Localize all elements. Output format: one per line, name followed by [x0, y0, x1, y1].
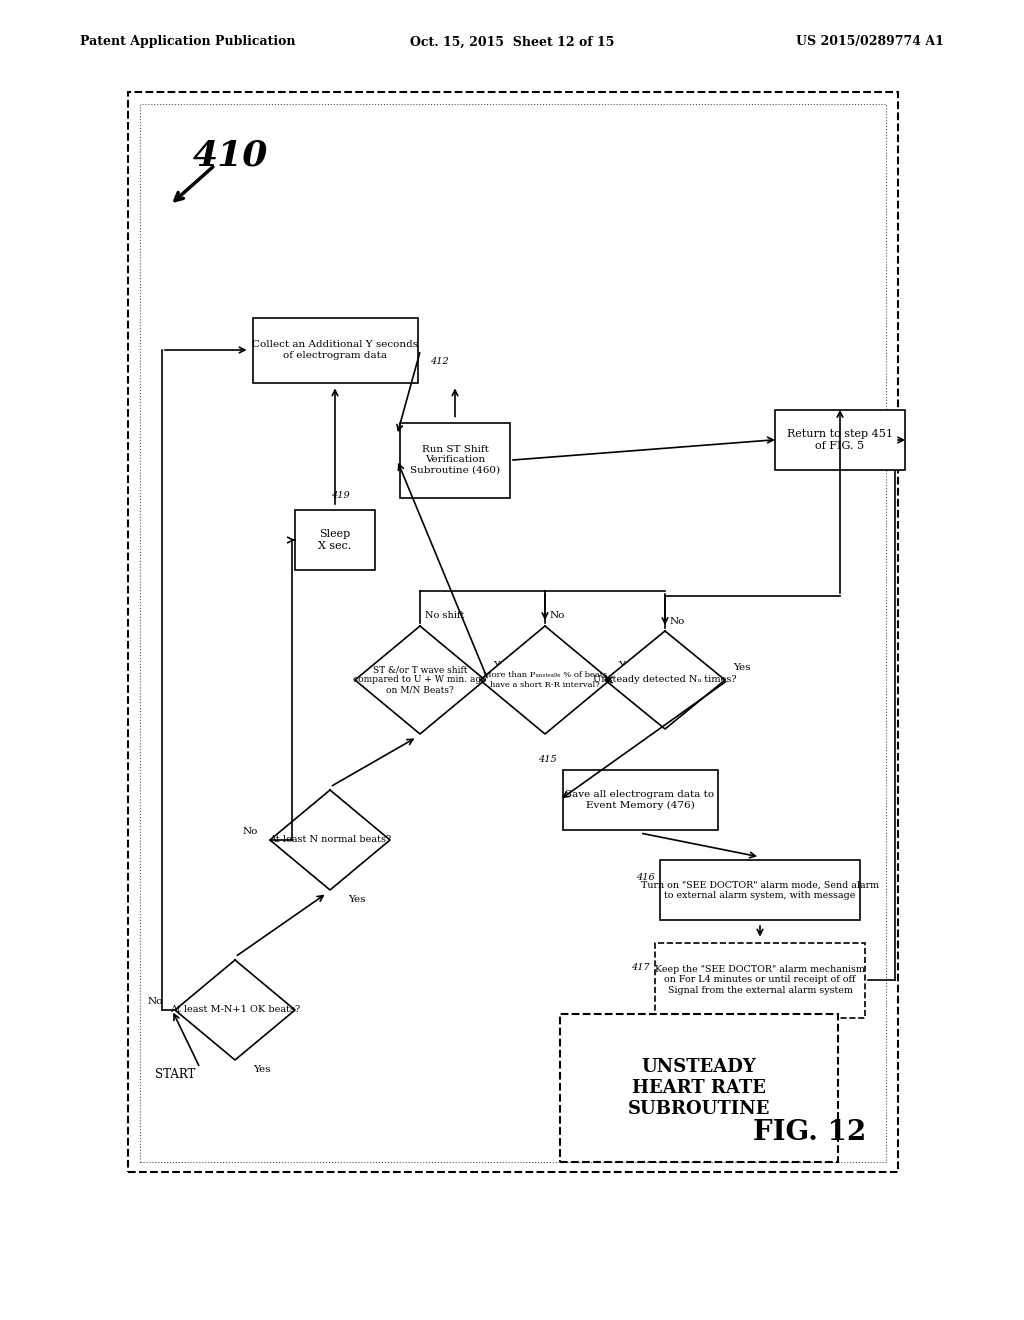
- Polygon shape: [480, 626, 610, 734]
- FancyBboxPatch shape: [253, 318, 418, 383]
- Text: No shift: No shift: [425, 611, 464, 620]
- Text: 414A: 414A: [531, 696, 555, 705]
- Text: 417: 417: [631, 964, 649, 973]
- FancyBboxPatch shape: [775, 411, 905, 470]
- Text: Collect an Additional Y seconds
of electrogram data: Collect an Additional Y seconds of elect…: [252, 341, 418, 360]
- Text: Run ST Shift
Verification
Subroutine (460): Run ST Shift Verification Subroutine (46…: [410, 445, 500, 475]
- Text: 416: 416: [636, 874, 654, 883]
- Text: 411: 411: [319, 854, 337, 862]
- Text: Keep the "SEE DOCTOR" alarm mechanism
on For L4 minutes or until receipt of off
: Keep the "SEE DOCTOR" alarm mechanism on…: [655, 965, 865, 995]
- Text: No: No: [147, 998, 163, 1006]
- Text: US 2015/0289774 A1: US 2015/0289774 A1: [796, 36, 944, 49]
- Text: Unsteady detected Nᵤ times?: Unsteady detected Nᵤ times?: [593, 676, 737, 685]
- Text: More than Pᵤₙₛₜₑₐ₉ₑ % of beats
have a short R-R interval?: More than Pᵤₙₛₜₑₐ₉ₑ % of beats have a sh…: [482, 672, 607, 689]
- Text: Sleep
X sec.: Sleep X sec.: [318, 529, 351, 550]
- Text: Turn on "SEE DOCTOR" alarm mode, Send alarm
to external alarm system, with messa: Turn on "SEE DOCTOR" alarm mode, Send al…: [641, 880, 879, 900]
- Text: ST &/or T wave shift
compared to U + W min. ago
on M/N Beats?: ST &/or T wave shift compared to U + W m…: [353, 665, 486, 694]
- Text: Yes: Yes: [618, 660, 636, 669]
- Text: UNSTEADY
HEART RATE
SUBROUTINE: UNSTEADY HEART RATE SUBROUTINE: [628, 1059, 770, 1118]
- Text: Patent Application Publication: Patent Application Publication: [80, 36, 296, 49]
- Text: FIG. 12: FIG. 12: [754, 1118, 866, 1146]
- Bar: [140, 104, 886, 1162]
- Polygon shape: [175, 960, 295, 1060]
- Text: 415: 415: [539, 755, 557, 764]
- FancyBboxPatch shape: [655, 942, 865, 1018]
- FancyBboxPatch shape: [295, 510, 375, 570]
- Text: 410: 410: [193, 139, 268, 172]
- Bar: [560, 1014, 838, 1162]
- Text: 419: 419: [331, 491, 349, 500]
- Text: Save all electrogram data to
Event Memory (476): Save all electrogram data to Event Memor…: [565, 791, 715, 809]
- Text: Return to step 451
of FIG. 5: Return to step 451 of FIG. 5: [787, 429, 893, 451]
- Text: Yes: Yes: [348, 895, 366, 904]
- FancyBboxPatch shape: [562, 770, 718, 830]
- Text: Yes: Yes: [733, 664, 751, 672]
- Text: No: No: [243, 828, 258, 837]
- Text: 418: 418: [224, 1023, 242, 1032]
- Text: At least M-N+1 OK beats?: At least M-N+1 OK beats?: [170, 1006, 300, 1015]
- Polygon shape: [605, 631, 725, 729]
- Text: 412: 412: [430, 358, 449, 367]
- FancyBboxPatch shape: [660, 861, 860, 920]
- Text: No: No: [670, 616, 685, 626]
- Text: At least N normal beats?: At least N normal beats?: [269, 836, 391, 845]
- Bar: [128, 92, 898, 1172]
- FancyBboxPatch shape: [400, 422, 510, 498]
- Text: 413: 413: [410, 696, 427, 705]
- Text: Yes shift: Yes shift: [493, 660, 535, 669]
- Polygon shape: [355, 626, 485, 734]
- Text: START: START: [155, 1068, 196, 1081]
- Text: No: No: [550, 611, 565, 620]
- Text: Oct. 15, 2015  Sheet 12 of 15: Oct. 15, 2015 Sheet 12 of 15: [410, 36, 614, 49]
- Text: 414B: 414B: [651, 693, 675, 702]
- Polygon shape: [270, 789, 390, 890]
- Text: Yes: Yes: [253, 1065, 270, 1074]
